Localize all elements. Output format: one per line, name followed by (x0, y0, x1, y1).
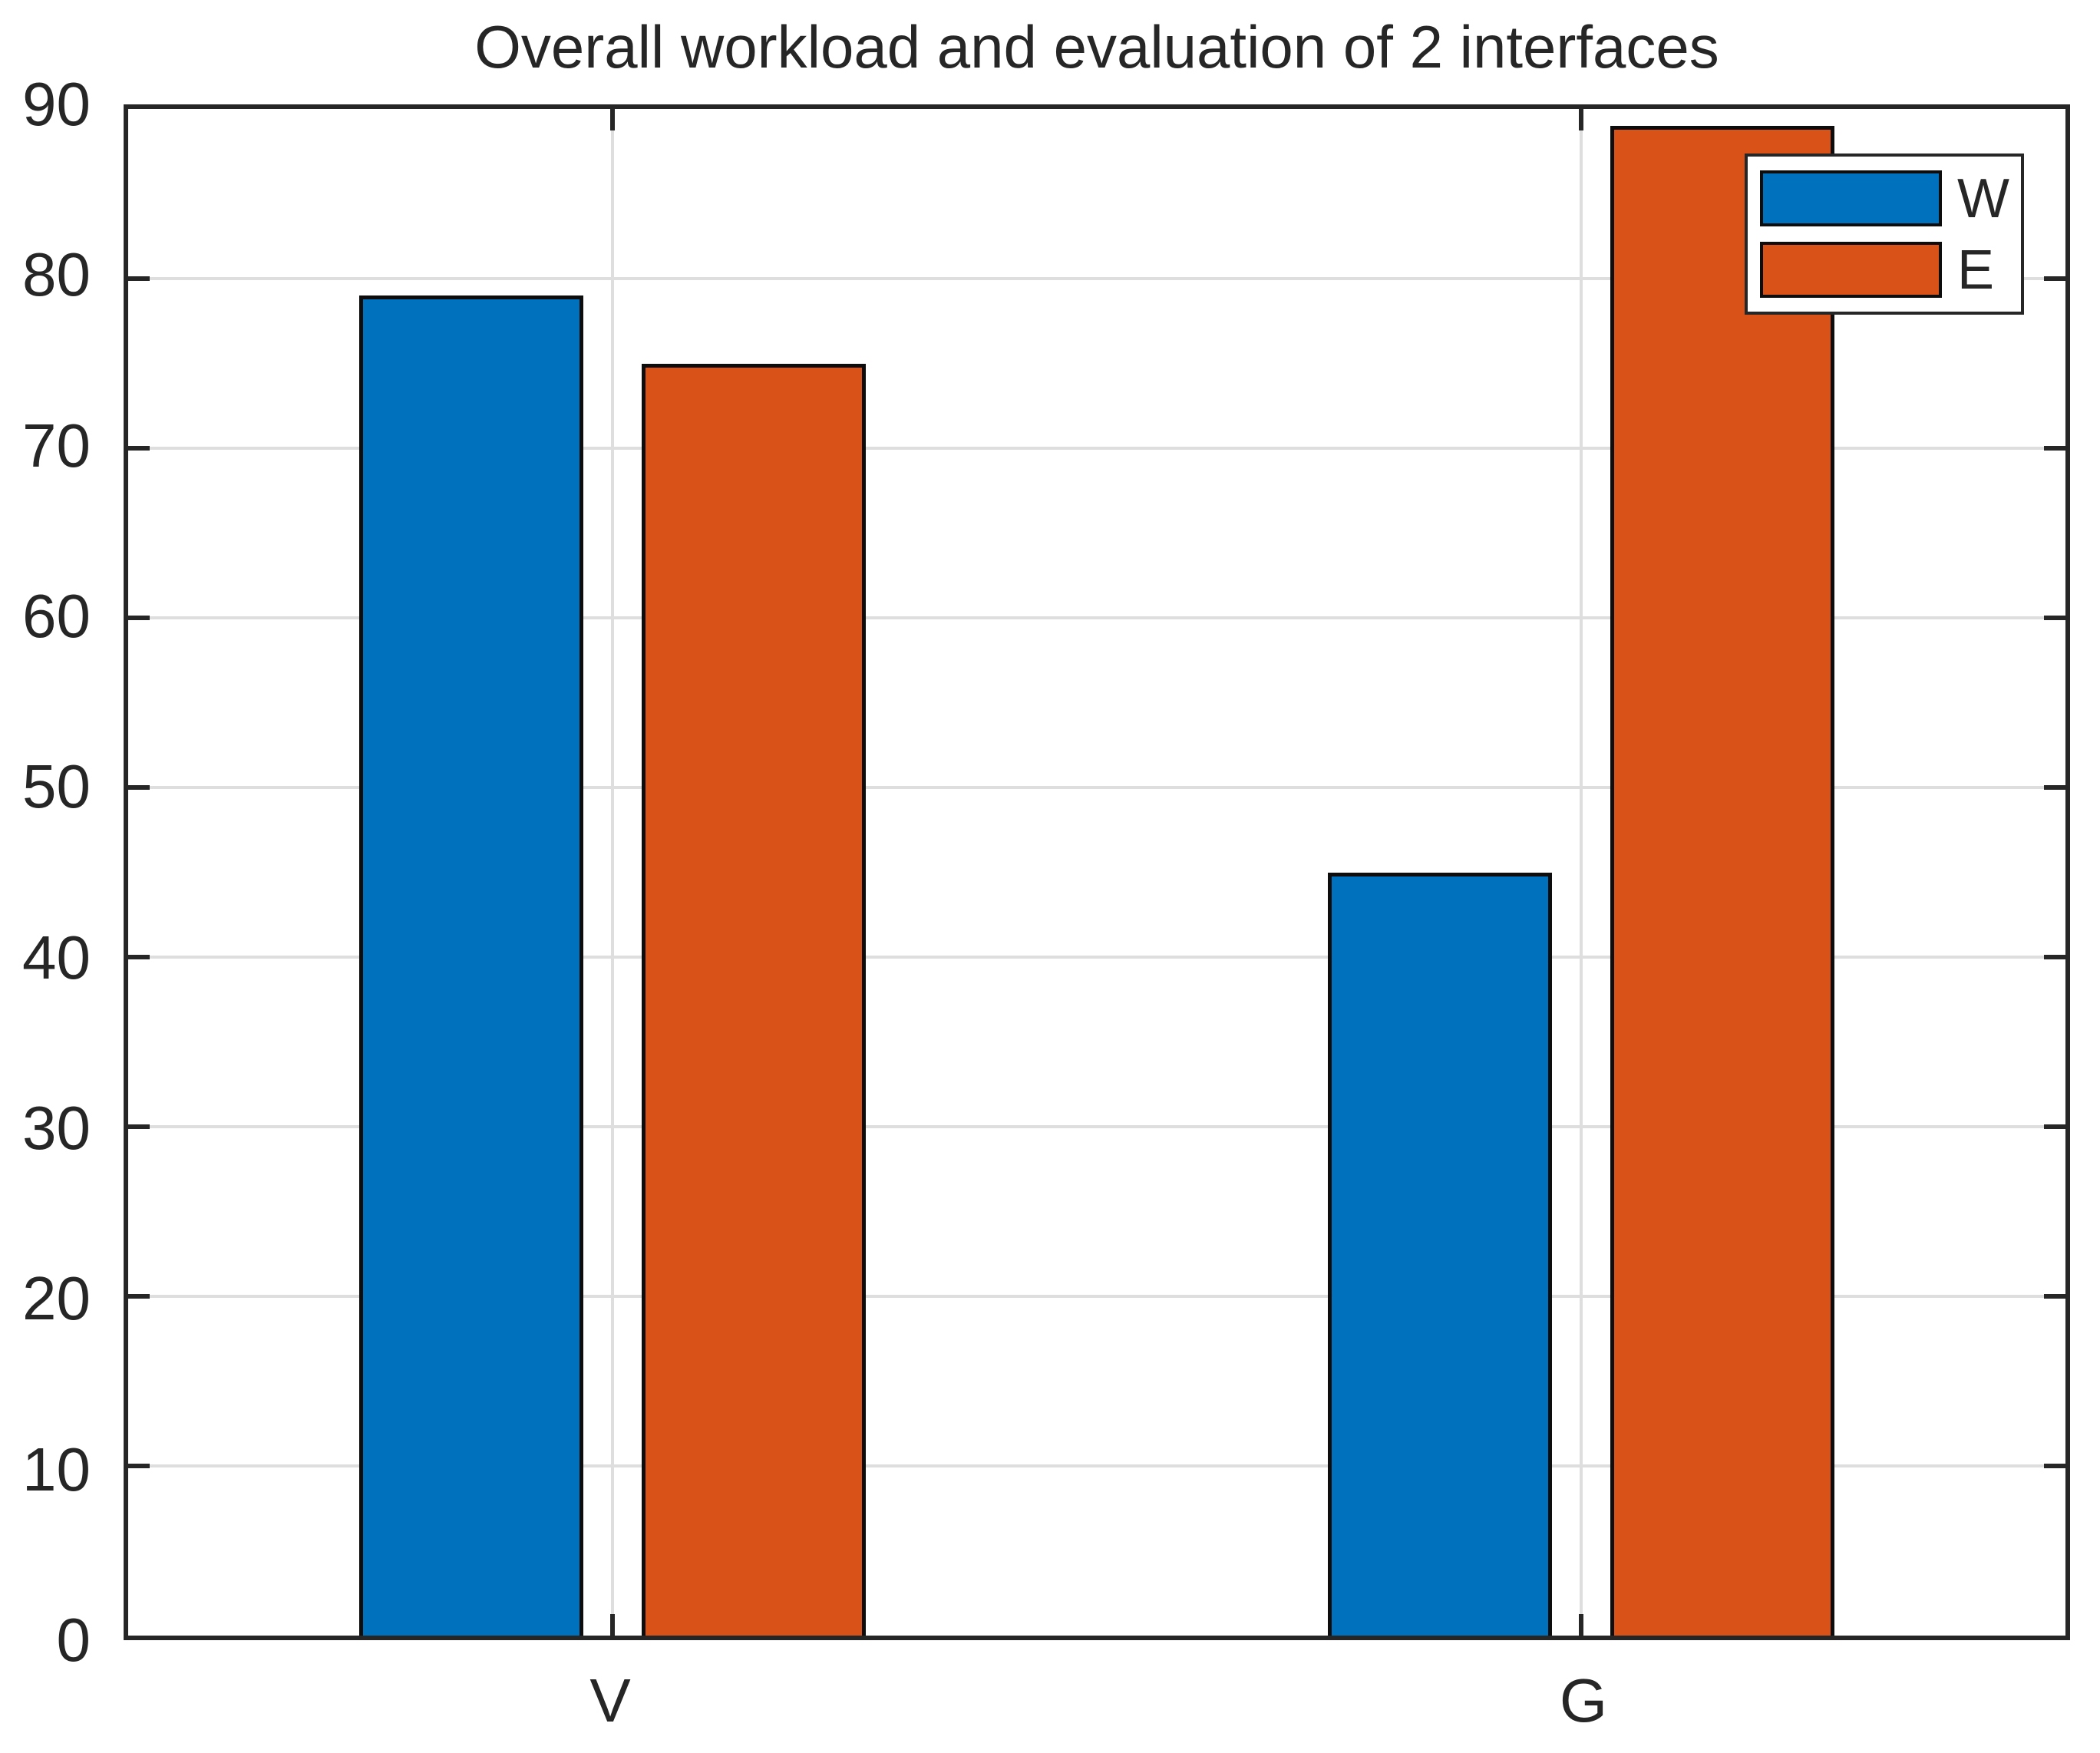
gridline-x (1580, 109, 1583, 1636)
gridline-y (128, 1464, 2065, 1468)
y-tick-right (2044, 616, 2065, 621)
plot-area: W E (124, 104, 2070, 1640)
gridline-y (128, 616, 2065, 620)
gridline-y (128, 956, 2065, 959)
y-tick-right (2044, 785, 2065, 790)
bar-g-w (1327, 872, 1552, 1636)
legend-swatch-w (1760, 170, 1942, 226)
y-tick-label: 30 (22, 1094, 91, 1162)
chart-title: Overall workload and evaluation of 2 int… (474, 13, 1719, 81)
y-tick-label: 80 (22, 240, 91, 309)
y-tick-left (128, 785, 150, 790)
y-tick-right (2044, 1124, 2065, 1130)
legend-label-e: E (1957, 239, 1995, 301)
y-tick-label: 0 (56, 1606, 91, 1674)
y-tick-left (128, 1464, 150, 1469)
y-tick-left (128, 1294, 150, 1299)
x-tick-top (1579, 109, 1583, 130)
x-tick-bottom (1579, 1614, 1583, 1636)
x-tick-label-v: V (589, 1666, 631, 1735)
y-tick-right (2044, 1294, 2065, 1299)
y-tick-right (2044, 1464, 2065, 1469)
legend: W E (1745, 154, 2024, 315)
y-tick-label: 10 (22, 1434, 91, 1504)
bar-v-w (358, 295, 583, 1636)
x-tick-bottom (610, 1614, 615, 1636)
gridline-y (128, 447, 2065, 450)
y-tick-left (128, 276, 150, 282)
y-tick-right (2044, 446, 2065, 451)
gridline-x (611, 109, 614, 1636)
gridline-y (128, 1295, 2065, 1299)
gridline-y (128, 277, 2065, 281)
bar-g-e (1610, 126, 1834, 1636)
y-tick-left (128, 446, 150, 451)
y-tick-label: 40 (22, 923, 91, 992)
y-tick-left (128, 616, 150, 621)
gridline-y (128, 786, 2065, 789)
y-tick-label: 90 (22, 70, 91, 138)
y-tick-left (128, 955, 150, 960)
y-tick-left (128, 1124, 150, 1130)
x-tick-top (610, 109, 615, 130)
y-tick-label: 20 (22, 1264, 91, 1333)
y-tick-right (2044, 955, 2065, 960)
y-tick-right (2044, 276, 2065, 282)
gridline-y (128, 1125, 2065, 1129)
legend-swatch-e (1760, 242, 1942, 298)
y-tick-label: 70 (22, 411, 91, 480)
y-tick-label: 50 (22, 752, 91, 821)
x-tick-label-g: G (1559, 1666, 1608, 1735)
legend-item-e: E (1760, 242, 2021, 298)
legend-label-w: W (1957, 167, 2009, 229)
bar-v-e (642, 363, 866, 1636)
y-tick-label: 60 (22, 582, 91, 650)
legend-item-w: W (1760, 170, 2021, 226)
